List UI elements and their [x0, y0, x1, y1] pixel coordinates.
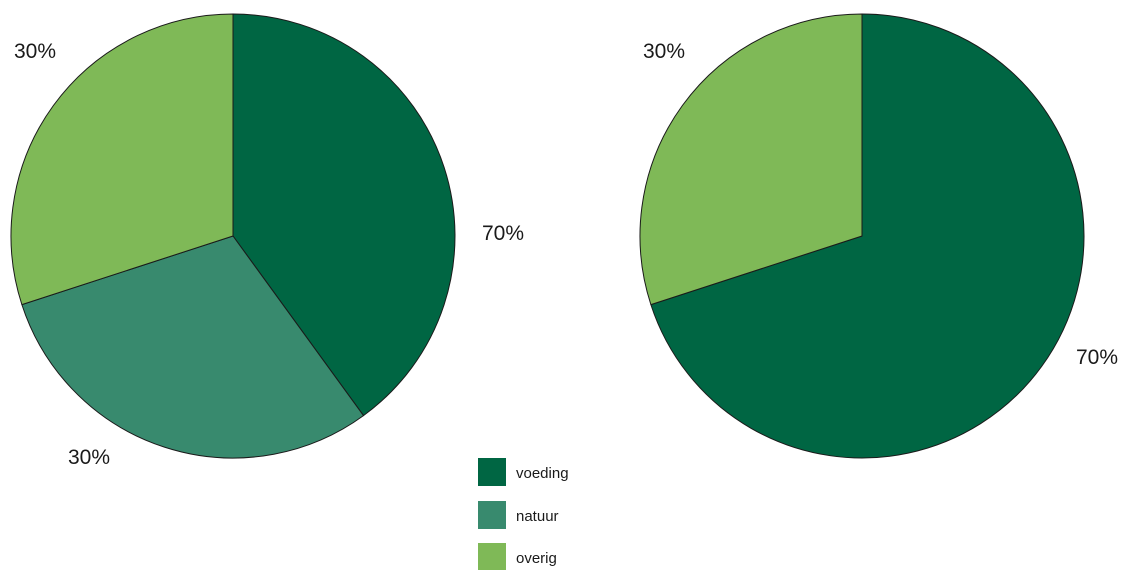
pie-slice-overig	[10, 13, 234, 306]
pie2-label-voeding: 70%	[1076, 346, 1118, 369]
pie-slice-voeding	[650, 13, 1085, 459]
pie1-label-overig: 30%	[14, 40, 56, 63]
pie-slice-natuur	[21, 235, 364, 459]
legend-swatch-natuur	[478, 501, 506, 529]
legend: voeding natuur overig	[478, 458, 569, 570]
pie-chart-right	[639, 13, 1085, 459]
legend-swatch-overig	[478, 543, 506, 570]
legend-label-natuur: natuur	[516, 508, 559, 525]
legend-swatch-voeding	[478, 458, 506, 486]
legend-item-natuur: natuur	[478, 501, 559, 529]
pie1-label-natuur: 30%	[68, 446, 110, 469]
legend-label-overig: overig	[516, 550, 557, 567]
slice-labels: 30% 70% 30% 30% 70%	[14, 40, 1118, 469]
pie-chart-left	[10, 13, 456, 459]
pie-slice-voeding	[232, 13, 456, 417]
legend-item-voeding: voeding	[478, 458, 569, 486]
legend-item-overig: overig	[478, 543, 557, 570]
legend-label-voeding: voeding	[516, 465, 569, 482]
pie1-label-voeding: 70%	[482, 222, 524, 245]
pie2-label-overig: 30%	[643, 40, 685, 63]
pie-slice-overig	[639, 13, 863, 306]
